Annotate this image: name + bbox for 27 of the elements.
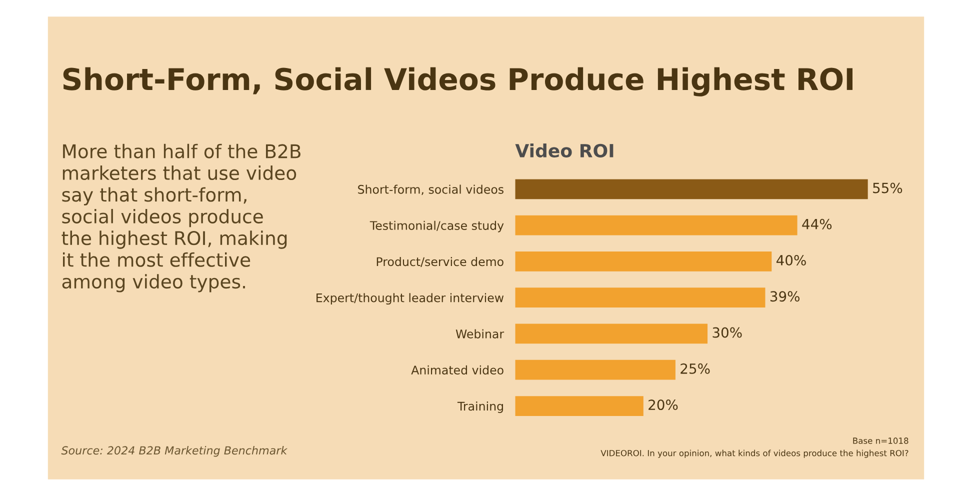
data-label: 30%: [712, 327, 742, 338]
text: More than half of the B2B marketers that use video say that short-form, social videos produce the highest ROI, making it the most effective among video types.: [62, 144, 300, 292]
data-label: 40%: [776, 254, 806, 266]
chart-subtitle: Video ROI: [515, 144, 614, 158]
data-label: 25%: [680, 363, 710, 374]
y-tick-label: Product/service demo: [376, 256, 504, 268]
y-tick-label: Animated video: [411, 365, 504, 375]
data-label: 39%: [770, 291, 800, 302]
bar: [515, 396, 644, 416]
data-label: 20%: [648, 400, 678, 410]
bar: [515, 215, 798, 236]
chart-title: Short-Form, Social Videos Produce Highest ROI: [63, 67, 852, 96]
bar: [515, 179, 868, 200]
bar: [515, 288, 766, 308]
source-note: Source: 2024 B2B Marketing Benchmark: [61, 446, 288, 457]
y-tick-label: Webinar: [456, 329, 504, 338]
text: Base n=1018: [853, 438, 908, 444]
data-label: 44%: [802, 218, 832, 230]
y-tick-label: Short-form, social videos: [358, 184, 504, 196]
bar: [515, 360, 676, 380]
text: VIDEOROI. In your opinion, what kinds of videos produce the highest ROI?: [600, 450, 908, 458]
data-label: 55%: [873, 182, 902, 194]
y-tick-label: Testimonial/case study: [370, 220, 504, 232]
y-tick-label: Training: [457, 402, 503, 413]
y-tick-label: Expert/thought leader interview: [316, 293, 504, 305]
bar: [515, 252, 772, 272]
bar: [515, 324, 708, 344]
